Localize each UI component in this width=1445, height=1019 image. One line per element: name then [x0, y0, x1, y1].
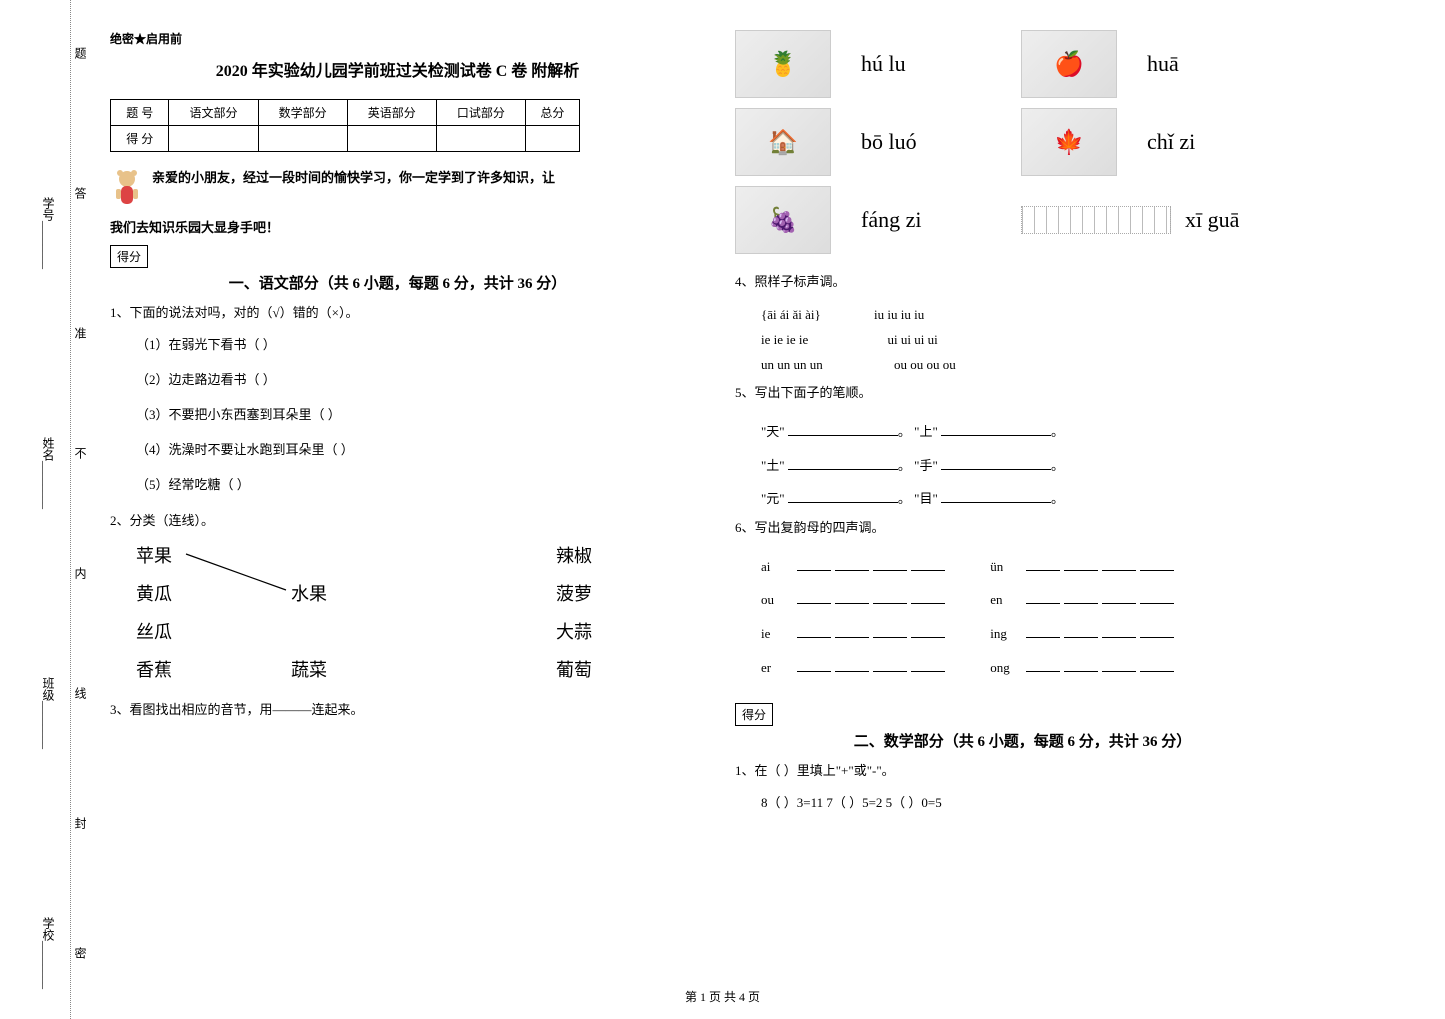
q4-example: {āi ái ǎi ài} [761, 307, 821, 322]
s2-q1-expr: 8（ ）3=11 7（ ）5=2 5（ ）0=5 [761, 792, 1310, 811]
q6-r3b: ong [990, 651, 1024, 685]
q3-img-leaf: 🍁 [1021, 108, 1117, 176]
q2-stem: 2、分类（连线）。 [110, 509, 685, 532]
q6-r1a: ou [761, 583, 795, 617]
q5-p1b: "手" [914, 458, 938, 473]
q6-r3a: er [761, 651, 795, 685]
score-td-0: 得 分 [111, 126, 169, 152]
q3-pinyin-1: bō luó [861, 129, 991, 155]
q1-item-1: （2）边走路边看书（ ） [136, 369, 685, 388]
score-td-5 [525, 126, 579, 152]
paper-title: 2020 年实验幼儿园学前班过关检测试卷 C 卷 附解析 [110, 57, 685, 81]
q3-pinyin-r1: chǐ zi [1147, 129, 1195, 155]
score-td-4 [436, 126, 525, 152]
q1-stem: 1、下面的说法对吗，对的（√）错的（×）。 [110, 301, 685, 324]
page-footer: 第 1 页 共 4 页 [0, 988, 1445, 1005]
q4-rl-0: ie ie ie ie [761, 332, 808, 347]
bear-icon [110, 166, 144, 210]
q2-right-3: 葡萄 [556, 656, 616, 682]
q6-r2b: ing [990, 617, 1024, 651]
q2-example-line [136, 542, 336, 602]
q5-stem: 5、写出下面子的笔顺。 [735, 381, 1310, 404]
binding-label-id: 学号________ [40, 197, 57, 269]
score-th-1: 语文部分 [169, 100, 258, 126]
tape-word-4: 不 [72, 447, 89, 459]
tape-word-3: 内 [72, 567, 89, 579]
right-column: 🍍 hú lu 🍎 huā 🏠 bō luó 🍁 chǐ zi 🍇 fáng z… [735, 30, 1310, 827]
score-td-3 [347, 126, 436, 152]
q4-rr-0: iu iu iu iu [874, 307, 924, 322]
binding-label-school: 学校________ [40, 917, 57, 989]
q3-img-apple: 🍎 [1021, 30, 1117, 98]
tape-word-2: 线 [72, 687, 89, 699]
q2-right-0: 辣椒 [556, 542, 616, 568]
q3-img-house: 🏠 [735, 108, 831, 176]
q4-stem: 4、照样子标声调。 [735, 270, 1310, 293]
q3-pinyin-r2: xī guā [1185, 207, 1239, 233]
section2-title: 二、数学部分（共 6 小题，每题 6 分，共计 36 分） [735, 730, 1310, 751]
q3-img-pineapple: 🍍 [735, 30, 831, 98]
score-box-2: 得分 [735, 703, 773, 726]
q1-item-2: （3）不要把小东西塞到耳朵里（ ） [136, 404, 685, 423]
q2-left-3: 香蕉 [136, 656, 216, 682]
score-th-2: 数学部分 [258, 100, 347, 126]
score-td-2 [258, 126, 347, 152]
q1-item-0: （1）在弱光下看书（ ） [136, 334, 685, 353]
confidential-label: 绝密★启用前 [110, 30, 685, 47]
score-th-0: 题 号 [111, 100, 169, 126]
q3-img-grape: 🍇 [735, 186, 831, 254]
q4-rr-1: ui ui ui ui [888, 332, 938, 347]
tape-word-6: 答 [72, 187, 89, 199]
q6-stem: 6、写出复韵母的四声调。 [735, 516, 1310, 539]
binding-label-name: 姓名________ [40, 437, 57, 509]
q6-r2a: ie [761, 617, 795, 651]
score-th-4: 口试部分 [436, 100, 525, 126]
q4-rr-2: ou ou ou ou [894, 357, 956, 372]
binding-margin: 学校________ 班级________ 姓名________ 学号_____… [0, 0, 95, 1019]
q6-r1b: en [990, 583, 1024, 617]
q1-item-4: （5）经常吃糖（ ） [136, 474, 685, 493]
q6-r0b: ün [990, 550, 1024, 584]
q3-pinyin-2: fáng zi [861, 207, 991, 233]
intro-line2: 我们去知识乐园大显身手吧！ [110, 216, 685, 241]
q3-pinyin-0: hú lu [861, 51, 991, 77]
score-th-3: 英语部分 [347, 100, 436, 126]
q4-rl-1: un un un un [761, 357, 823, 372]
q2-left-2: 丝瓜 [136, 618, 216, 644]
q2-right-2: 大蒜 [556, 618, 616, 644]
q5-p0a: "天" [761, 424, 785, 439]
score-box-1: 得分 [110, 245, 148, 268]
q5-p2b: "目" [914, 491, 938, 506]
tape-word-5: 准 [72, 327, 89, 339]
q3-pinyin-r0: huā [1147, 51, 1179, 77]
q2-right-1: 菠萝 [556, 580, 616, 606]
q3-img-ruler [1021, 206, 1171, 234]
score-td-1 [169, 126, 258, 152]
q6-r0a: ai [761, 550, 795, 584]
section1-title: 一、语文部分（共 6 小题，每题 6 分，共计 36 分） [110, 272, 685, 293]
intro-line1: 亲爱的小朋友，经过一段时间的愉快学习，你一定学到了许多知识，让 [152, 166, 685, 191]
q5-p2a: "元" [761, 491, 785, 506]
binding-label-class: 班级________ [40, 677, 57, 749]
score-th-5: 总分 [525, 100, 579, 126]
s2-q1-stem: 1、在（ ）里填上"+"或"-"。 [735, 759, 1310, 782]
q2-mid-1: 蔬菜 [291, 656, 401, 682]
q5-p1a: "土" [761, 458, 785, 473]
left-column: 绝密★启用前 2020 年实验幼儿园学前班过关检测试卷 C 卷 附解析 题 号 … [110, 30, 685, 827]
q5-p0b: "上" [914, 424, 938, 439]
q1-item-3: （4）洗澡时不要让水跑到耳朵里（ ） [136, 439, 685, 458]
tape-word-1: 封 [72, 817, 89, 829]
q3-stem: 3、看图找出相应的音节，用———连起来。 [110, 698, 685, 721]
score-table: 题 号 语文部分 数学部分 英语部分 口试部分 总分 得 分 [110, 99, 580, 152]
tape-word-0: 密 [72, 947, 89, 959]
tape-word-7: 题 [72, 47, 89, 59]
